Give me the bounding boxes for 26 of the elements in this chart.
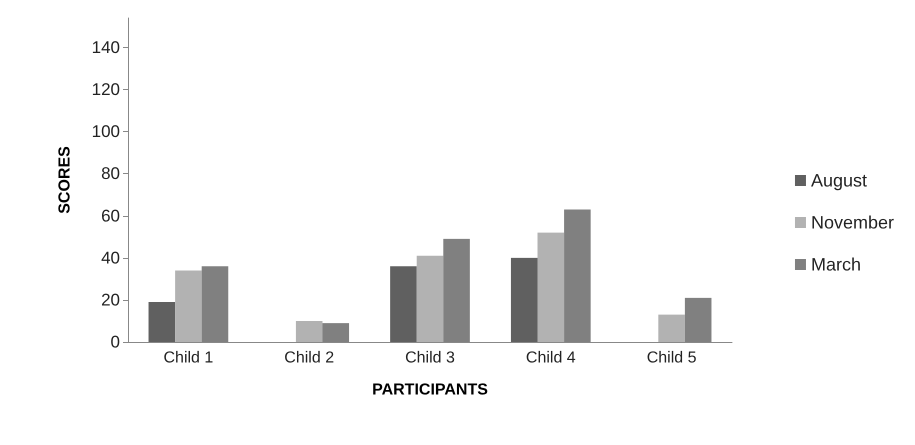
- y-tick-label: 40: [101, 248, 120, 268]
- y-tick-label: 100: [92, 122, 120, 142]
- x-tick-label: Child 1: [163, 350, 214, 366]
- bar: [390, 266, 417, 342]
- legend-label: March: [810, 254, 861, 274]
- y-tick-label: 0: [110, 332, 120, 352]
- x-tick-label: Child 2: [284, 350, 334, 366]
- bar: [296, 320, 322, 342]
- y-tick-label: 120: [92, 80, 120, 100]
- x-tick-label: Child 5: [646, 350, 697, 366]
- bar: [538, 232, 564, 342]
- y-tick-label: 20: [101, 290, 120, 310]
- legend-label: November: [810, 212, 894, 232]
- bar: [175, 270, 202, 342]
- x-tick-label: Child 4: [526, 350, 576, 366]
- x-tick-label: Child 3: [405, 350, 455, 366]
- bar: [148, 302, 176, 342]
- y-tick-label: 60: [101, 206, 120, 226]
- legend-label: August: [810, 170, 868, 190]
- bar: [510, 258, 538, 342]
- bar: [416, 256, 444, 342]
- y-tick-label: 140: [92, 38, 120, 57]
- y-tick-label: 80: [101, 164, 120, 184]
- bar: [658, 314, 685, 342]
- y-axis-title: SCORES: [56, 146, 74, 214]
- x-axis-title: PARTICIPANTS: [372, 382, 488, 398]
